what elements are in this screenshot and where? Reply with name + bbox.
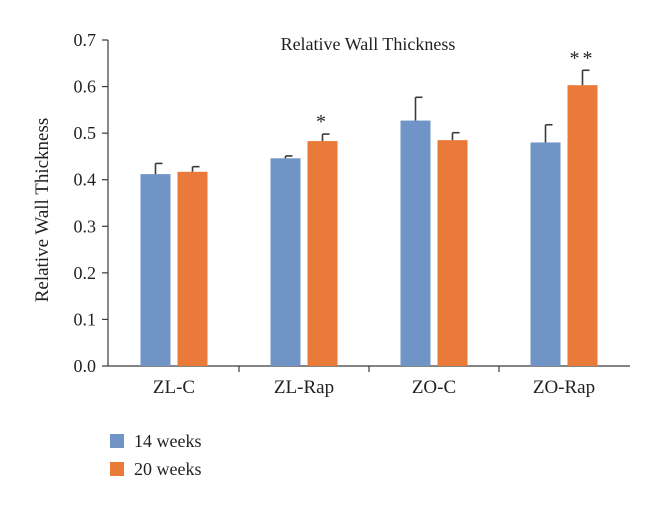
- legend-label: 20 weeks: [134, 459, 201, 479]
- y-axis-label: Relative Wall Thickness: [32, 118, 53, 303]
- y-tick-label: 0.4: [74, 170, 97, 190]
- x-tick-label: ZO-Rap: [533, 377, 595, 398]
- bar-14-weeks-ZO-C: [400, 120, 431, 366]
- plot-area: 0.0 0.1 0.2 0.3 0.4 0.5 0.6 0.7 ZL-C ZL-Rap ZO-C ZO…: [74, 30, 630, 398]
- bar-14-weeks-ZO-Rap: [530, 142, 561, 366]
- bar-20-weeks-ZL-C: [177, 171, 208, 366]
- bar-20-weeks-ZL-Rap: [307, 141, 338, 366]
- significance-marker: **: [570, 47, 596, 69]
- bar-20-weeks-ZO-Rap: [567, 85, 598, 366]
- y-tick-label: 0.7: [74, 30, 97, 50]
- bar-14-weeks-ZL-C: [140, 174, 171, 366]
- bar-14-weeks-ZL-Rap: [270, 158, 301, 366]
- significance-marker: *: [316, 111, 329, 133]
- x-tick-label: ZO-C: [412, 377, 456, 398]
- y-tick-label: 0.5: [74, 123, 97, 143]
- y-tick-label: 0.1: [74, 309, 97, 329]
- legend-swatch: [110, 462, 124, 476]
- bar-20-weeks-ZO-C: [437, 140, 468, 366]
- y-tick-label: 0.3: [74, 216, 97, 236]
- y-tick-label: 0.6: [74, 77, 97, 97]
- x-tick-label: ZL-Rap: [274, 377, 334, 398]
- legend: 14 weeks 20 weeks: [110, 431, 201, 479]
- y-tick-label: 0.2: [74, 263, 97, 283]
- x-tick-label: ZL-C: [153, 377, 195, 398]
- y-tick-label: 0.0: [74, 356, 97, 376]
- legend-swatch: [110, 434, 124, 448]
- chart-title: Relative Wall Thickness: [281, 34, 456, 54]
- legend-label: 14 weeks: [134, 431, 201, 451]
